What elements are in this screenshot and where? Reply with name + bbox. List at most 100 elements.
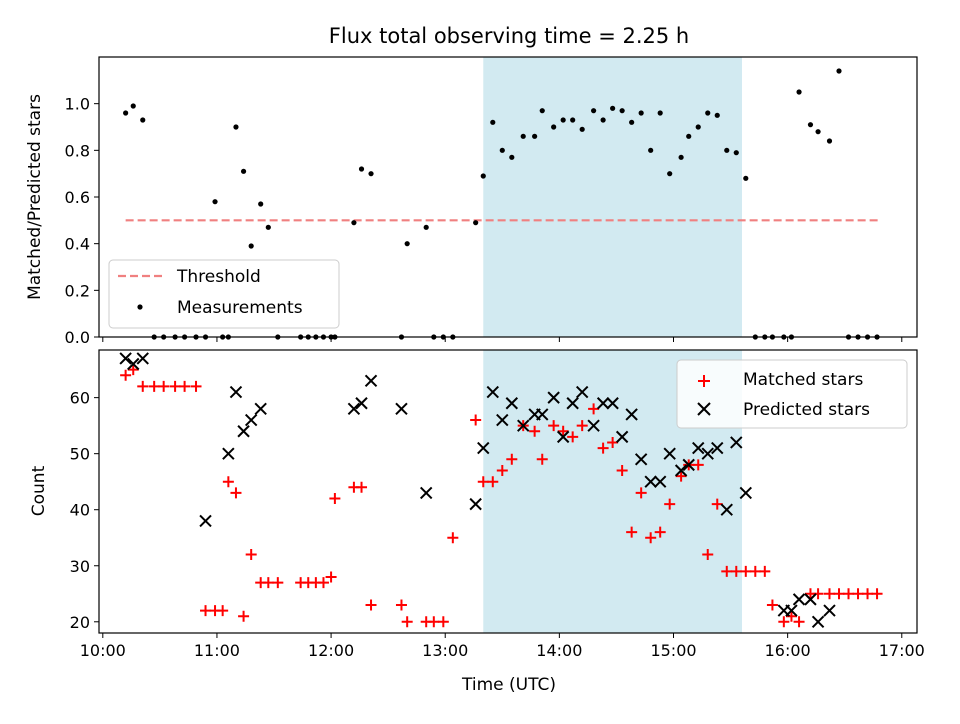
bottom-y-tick-label: 50 <box>70 445 90 464</box>
measurement-point <box>240 168 247 174</box>
measurement-point <box>570 117 576 123</box>
legend-threshold-label: Threshold <box>176 267 261 287</box>
x-tick-label: 10:00 <box>80 641 126 660</box>
matched-star-point <box>664 498 676 510</box>
predicted-star-point <box>596 397 610 410</box>
top-y-tick-label: 0.4 <box>65 235 90 254</box>
legend-measurements-swatch <box>137 304 143 310</box>
matched-star-point <box>862 588 874 600</box>
measurement-point <box>724 147 730 153</box>
matched-star-point <box>597 442 609 454</box>
matched-star-point <box>702 549 714 561</box>
bottom-panel-x-ticks: 10:00 11:00 12:00 13:00 14:00 15:00 16:00 17:00 <box>80 633 925 660</box>
x-tick-label: 17:00 <box>879 641 925 660</box>
matched-star-point <box>179 380 191 392</box>
measurement-point <box>509 154 515 160</box>
top-legend-box <box>108 259 340 329</box>
measurement-point <box>123 110 129 116</box>
predicted-star-point <box>720 503 733 516</box>
predicted-star-point <box>355 397 368 410</box>
predicted-star-point <box>804 593 817 606</box>
measurement-point <box>638 110 644 116</box>
measurement-point <box>619 108 625 114</box>
predicted-star-point <box>674 464 688 477</box>
measurement-point <box>807 122 814 128</box>
top-panel-marks <box>123 68 880 340</box>
matched-star-point <box>785 610 797 622</box>
bottom-y-tick-label: 40 <box>70 501 90 520</box>
x-tick-label: 13:00 <box>422 641 468 660</box>
predicted-star-point <box>419 486 433 500</box>
x-tick-label: 11:00 <box>194 641 240 660</box>
predicted-star-point <box>496 413 509 427</box>
top-y-tick-label: 0.8 <box>65 141 90 160</box>
measurement-point <box>520 133 526 139</box>
matched-star-point <box>127 364 139 376</box>
x-axis-label: Time (UTC) <box>461 675 556 695</box>
measurement-point <box>657 110 663 116</box>
measurement-point <box>539 108 545 114</box>
matched-star-point <box>120 369 132 381</box>
predicted-star-point <box>701 447 714 460</box>
measurement-point <box>212 199 218 205</box>
matched-star-point <box>616 464 628 476</box>
predicted-star-point <box>615 430 629 444</box>
measurement-point <box>695 124 701 130</box>
matched-star-point <box>766 599 778 611</box>
bottom-y-tick-label: 60 <box>70 389 90 408</box>
predicted-star-point <box>477 441 490 455</box>
measurement-point <box>705 110 711 116</box>
measurement-point <box>648 147 654 153</box>
bottom-panel-y-ticks: 20 30 40 50 60 <box>70 389 99 632</box>
matched-star-point <box>852 588 864 600</box>
predicted-star-point <box>692 441 705 455</box>
matched-star-point <box>576 420 588 432</box>
predicted-star-point <box>625 408 638 421</box>
measurement-point <box>358 166 365 172</box>
matched-star-point <box>487 476 499 488</box>
matched-star-point <box>190 380 202 392</box>
matched-star-point <box>329 493 341 505</box>
measurement-point <box>610 105 616 111</box>
matched-star-point <box>529 425 541 437</box>
matched-star-point <box>325 571 337 583</box>
top-panel-shaded-region <box>483 57 742 337</box>
matched-star-point <box>778 616 790 628</box>
predicted-star-point <box>127 357 140 371</box>
matched-star-point <box>217 605 229 617</box>
matched-star-point <box>148 380 160 392</box>
matched-star-point <box>635 487 647 499</box>
matched-star-point <box>428 616 440 628</box>
predicted-star-point <box>811 615 825 628</box>
predicted-star-point <box>663 447 676 460</box>
top-y-tick-label: 1.0 <box>65 95 90 114</box>
matched-star-point <box>437 616 449 628</box>
predicted-star-point <box>395 402 408 416</box>
legend-matched-swatch <box>698 375 710 387</box>
matched-star-point <box>730 565 742 577</box>
matched-star-point <box>222 476 234 488</box>
measurement-point <box>714 112 720 118</box>
matched-star-point <box>607 436 619 448</box>
measurement-point <box>490 119 496 125</box>
x-tick-label: 15:00 <box>650 641 696 660</box>
measurement-point <box>743 175 749 181</box>
measurement-point <box>560 117 566 123</box>
predicted-star-point <box>222 447 235 460</box>
measurement-point <box>579 126 585 132</box>
predicted-star-point <box>536 408 549 421</box>
measurement-point <box>686 133 692 139</box>
chart-title: Flux total observing time = 2.25 h <box>329 24 689 48</box>
measurement-point <box>248 243 254 249</box>
measurement-point <box>351 220 357 226</box>
top-panel: 0.0 0.2 0.4 0.6 0.8 1.0 Matched/Predicted sta… <box>25 56 918 347</box>
matched-star-point <box>759 565 771 577</box>
measurement-point <box>499 147 505 153</box>
predicted-star-point <box>136 352 149 365</box>
measurement-point <box>480 173 486 179</box>
predicted-star-point <box>711 441 724 455</box>
predicted-star-point <box>785 604 798 617</box>
top-y-tick-label: 0.0 <box>65 328 90 347</box>
bottom-panel-frame <box>98 349 918 634</box>
measurement-point <box>423 224 429 230</box>
